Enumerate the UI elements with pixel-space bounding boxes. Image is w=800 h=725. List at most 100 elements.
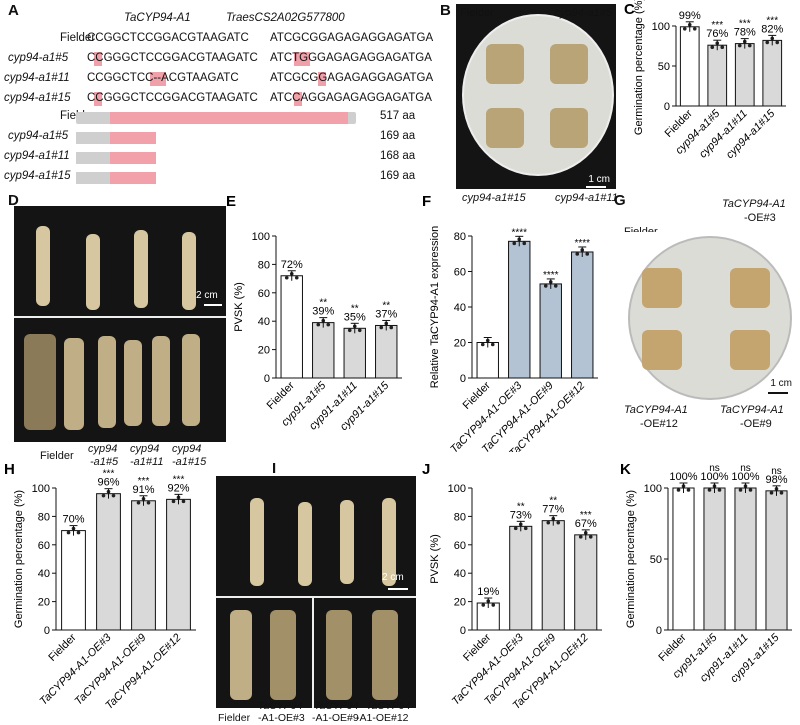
significance-label: ** [351, 303, 359, 314]
genotype-label: TaCYP94 [366, 700, 411, 712]
panel-letter-g: G [614, 192, 626, 209]
data-point [686, 488, 691, 492]
genotype-label: cyp94 [88, 443, 118, 455]
spike-sample [326, 610, 352, 700]
data-point [707, 488, 712, 492]
dish-label: TaCYP94-A1 [720, 404, 784, 416]
sprouted-spike [124, 340, 142, 426]
gene-id-label: TraesCS2A02G577800 [226, 12, 345, 24]
y-tick-label: 40 [258, 316, 270, 328]
data-point [181, 499, 186, 504]
protein-domain [110, 132, 156, 144]
data-point [748, 488, 753, 492]
value-label: 92% [167, 482, 189, 494]
seed-cluster [730, 268, 770, 308]
data-point [111, 493, 116, 498]
genotype-label: -A1-OE#12 [356, 712, 409, 724]
y-tick-label: 100 [652, 21, 670, 33]
mutation-highlight [318, 72, 326, 86]
genotype-label: -a1#15 [172, 456, 207, 468]
bar [61, 530, 86, 631]
scale-bar-label: 1 cm [588, 174, 610, 185]
bar [679, 26, 700, 107]
data-point [585, 252, 590, 256]
seq-segment-1: CCGGCTCCGGACGTAAGATC [87, 32, 249, 44]
significance-label: ** [382, 300, 390, 311]
protein-domain [110, 112, 348, 124]
bar [765, 490, 788, 631]
y-tick-label: 80 [454, 231, 466, 243]
bar [539, 283, 562, 379]
significance-label: ** [517, 501, 525, 512]
y-tick-label: 60 [258, 288, 270, 300]
bar [476, 342, 499, 379]
value-label: 72% [281, 259, 303, 271]
data-point [710, 45, 715, 49]
y-tick-label: 60 [38, 540, 50, 552]
significance-label: ** [319, 298, 327, 309]
spike-sample [372, 610, 398, 700]
wheat-spike [298, 502, 312, 586]
data-point [769, 491, 774, 495]
y-axis-label: Relative TaCYP94-A1 expression [429, 226, 441, 388]
bar [571, 251, 594, 379]
protein-domain [110, 172, 156, 184]
data-point [578, 535, 583, 539]
bar [541, 520, 565, 631]
seq-segment-2: ATCGCGGAGAGAGGAGATGA [270, 32, 434, 44]
data-point [146, 500, 151, 505]
seq-row-label: cyp94-a1#11 [4, 72, 70, 84]
data-point [66, 530, 71, 535]
y-tick-label: 0 [264, 373, 270, 385]
data-point [347, 328, 352, 333]
y-tick-label: 40 [38, 568, 50, 580]
data-point [553, 284, 558, 288]
y-tick-label: 50 [658, 61, 670, 73]
data-point [765, 40, 770, 45]
wheat-spike [134, 230, 148, 308]
scale-bar [388, 588, 408, 590]
value-label: 100% [669, 471, 697, 483]
x-tick-label: cyp94-a1#15 [724, 107, 778, 161]
value-label: 82% [761, 23, 783, 35]
seed-cluster [642, 330, 682, 370]
seq-segment-2: ATCCAGGAGAGAGGAGATGA [270, 92, 432, 104]
mutation-highlight [294, 92, 302, 106]
wheat-spike [340, 500, 354, 584]
significance-label: ns [771, 466, 782, 477]
panel-letter: K [620, 461, 631, 478]
seed-cluster [486, 44, 524, 84]
data-point [480, 342, 485, 347]
seed-cluster [642, 268, 682, 308]
data-point [294, 275, 299, 280]
data-point [136, 500, 141, 505]
photo-divider [14, 316, 226, 318]
data-point [522, 241, 527, 246]
seed-cluster [730, 330, 770, 370]
bar [96, 493, 121, 631]
genotype-label: Fielder [40, 450, 74, 462]
protein-length: 169 aa [380, 170, 416, 182]
data-point [717, 488, 722, 492]
significance-label: ns [740, 463, 751, 474]
data-point [326, 322, 331, 327]
seq-row-label: cyp94-a1#15 [4, 92, 71, 104]
significance-label: **** [574, 238, 590, 249]
bar [707, 44, 728, 107]
dish-label: -OE#12 [640, 418, 678, 430]
data-point [775, 40, 780, 45]
y-axis-label: Germination percentage (%) [625, 490, 637, 628]
petri-dish [462, 14, 614, 176]
genotype-label: -a1#11 [130, 456, 164, 468]
bar [762, 39, 783, 107]
y-tick-label: 40 [454, 568, 466, 580]
bar [343, 327, 366, 379]
bar-chart-f: F Relative TaCYP94-A1 expression 0 20 40 60 80… [422, 193, 598, 452]
protein-bar-truncated [76, 152, 110, 164]
dish-label: TaCYP94-A1 [722, 198, 786, 210]
data-point [720, 45, 725, 49]
seed-cluster [550, 108, 588, 148]
data-point [543, 284, 548, 288]
